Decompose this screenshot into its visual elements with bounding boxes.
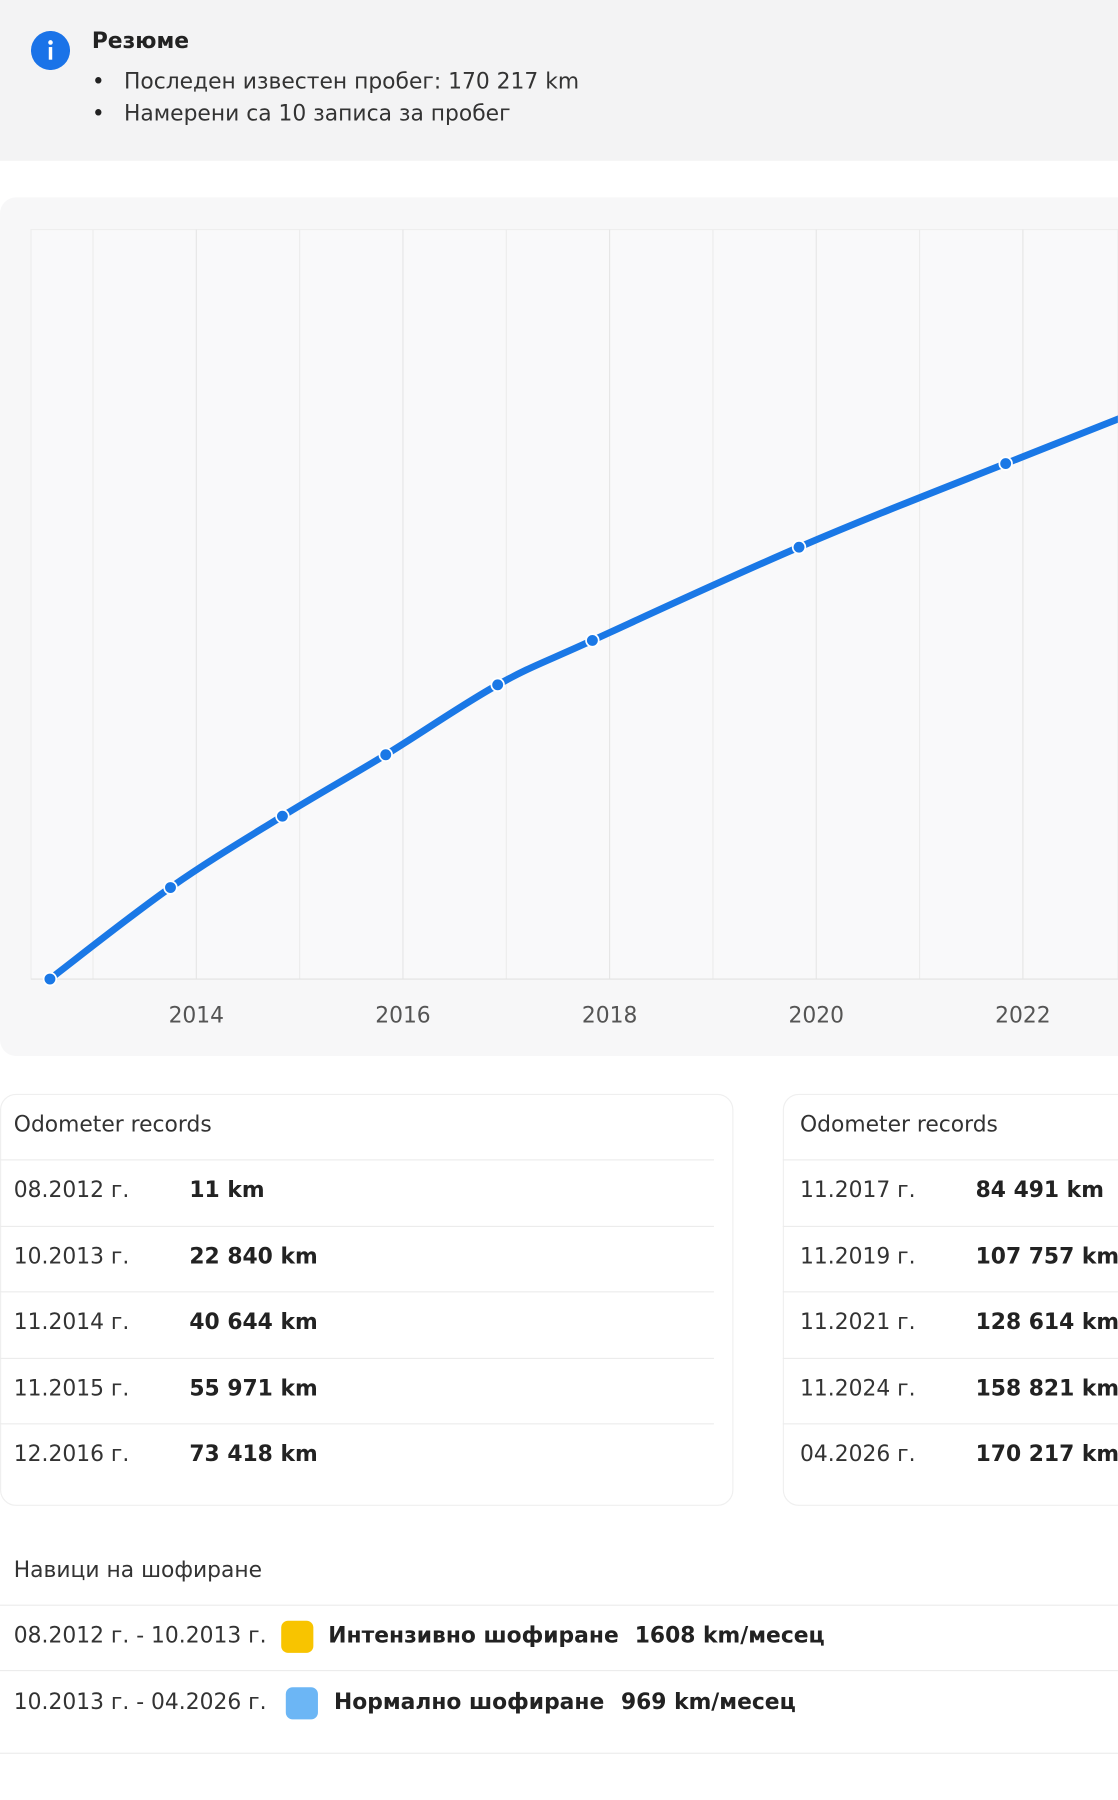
record-value: 40 644 km — [189, 1309, 318, 1335]
table-title: Odometer records — [800, 1112, 998, 1138]
habit-label: Нормално шофиране — [334, 1689, 605, 1715]
x-tick-label: 2018 — [582, 1004, 637, 1029]
point — [163, 880, 178, 895]
summary-card — [0, 0, 1118, 161]
table-card — [0, 1093, 734, 1506]
divider — [0, 1159, 714, 1161]
divider — [782, 1423, 1118, 1425]
period: 10.2013 г. - 04.2026 г. — [13, 1689, 267, 1715]
record-date: 11.2019 г. — [800, 1243, 916, 1269]
habits-title: Навици на шофиране — [13, 1557, 263, 1583]
summary-title: Резюме — [91, 28, 190, 54]
habit-rate: 969 km/месец — [620, 1689, 796, 1715]
habit-swatch — [285, 1687, 318, 1720]
divider — [0, 1604, 1118, 1606]
x-tick-label: 2020 — [789, 1004, 844, 1029]
habit-swatch — [281, 1620, 314, 1653]
chart: 2014 2016 2018 2020 2022 — [30, 228, 1118, 1029]
point — [42, 971, 58, 987]
record-value: 128 614 km — [975, 1309, 1118, 1335]
habit-rate: 1608 km/месец — [634, 1622, 825, 1649]
record-date: 11.2021 г. — [800, 1309, 916, 1335]
record-value: 170 217 km — [975, 1441, 1118, 1467]
info-icon — [30, 30, 71, 71]
point — [998, 456, 1013, 471]
table-title: Odometer records — [13, 1112, 212, 1138]
record-date: 11.2017 г. — [800, 1177, 916, 1203]
bullet: • — [91, 68, 105, 95]
divider — [0, 1291, 714, 1293]
x-tick-label: 2022 — [995, 1004, 1050, 1029]
divider — [0, 1357, 714, 1359]
record-date: 11.2015 г. — [13, 1375, 130, 1401]
period: 08.2012 г. - 10.2013 г. — [13, 1622, 267, 1649]
record-value: 84 491 km — [975, 1177, 1104, 1203]
divider — [0, 1225, 714, 1227]
x-tick-label: 2016 — [375, 1004, 430, 1029]
summary-item: Последен известен пробег: 170 217 km — [123, 68, 580, 95]
record-date: 12.2016 г. — [13, 1441, 130, 1467]
record-value: 22 840 km — [189, 1243, 318, 1269]
record-date: 08.2012 г. — [13, 1177, 130, 1203]
plot-area — [30, 228, 1118, 980]
divider — [782, 1159, 1118, 1161]
x-tick-label: 2014 — [169, 1004, 224, 1029]
point — [378, 747, 393, 762]
point — [791, 539, 807, 555]
divider — [0, 1423, 714, 1425]
habit-label: Интензивно шофиране — [328, 1622, 619, 1649]
point — [275, 808, 290, 824]
divider — [782, 1225, 1118, 1227]
record-date: 11.2024 г. — [800, 1375, 916, 1401]
point — [490, 677, 505, 692]
plot — [42, 415, 1118, 987]
record-value: 55 971 km — [189, 1375, 318, 1401]
record-value: 158 821 km — [975, 1375, 1118, 1401]
table-card — [782, 1093, 1118, 1506]
summary-item: Намерени са 10 записа за пробег — [123, 101, 511, 127]
record-value: 107 757 km — [975, 1243, 1118, 1269]
divider — [0, 1670, 1118, 1672]
record-date: 11.2014 г. — [13, 1309, 130, 1335]
divider — [782, 1291, 1118, 1293]
bullet: • — [91, 101, 105, 127]
record-value: 11 km — [189, 1177, 265, 1203]
divider — [782, 1357, 1118, 1359]
divider — [0, 1752, 1118, 1754]
record-date: 04.2026 г. — [800, 1441, 916, 1467]
record-value: 73 418 km — [189, 1441, 318, 1467]
record-date: 10.2013 г. — [13, 1243, 130, 1269]
point — [585, 633, 600, 648]
